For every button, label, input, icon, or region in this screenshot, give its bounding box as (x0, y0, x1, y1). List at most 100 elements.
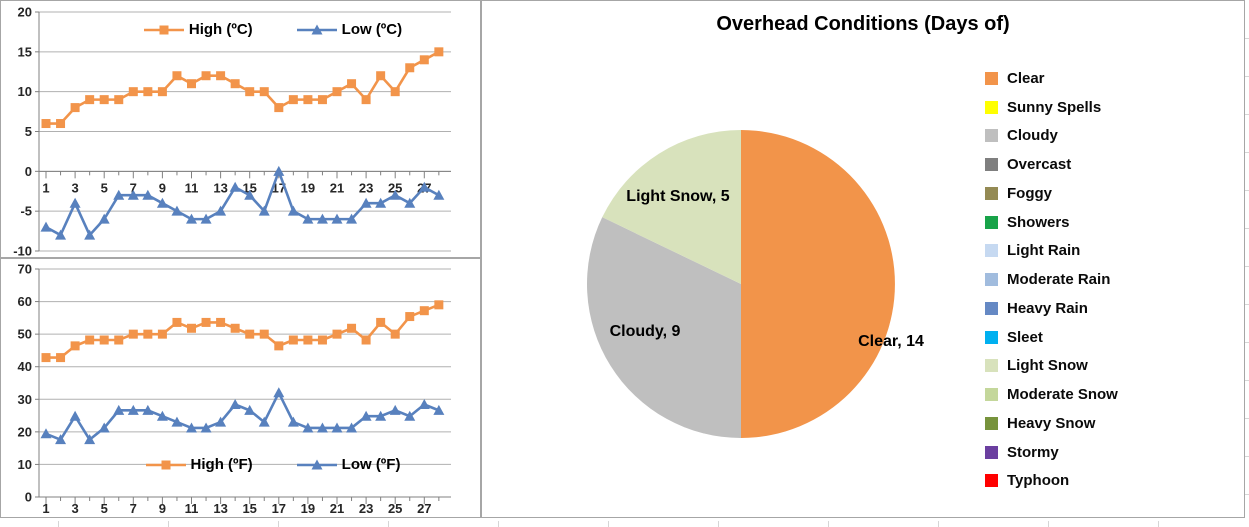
data-point-marker[interactable] (201, 71, 211, 81)
legend-item-light-snow[interactable]: Light Snow (985, 352, 1118, 381)
data-point-marker[interactable] (187, 79, 196, 89)
data-point-marker[interactable] (331, 213, 343, 224)
data-point-marker[interactable] (201, 317, 211, 327)
legend-item-stormy[interactable]: Stormy (985, 438, 1118, 467)
data-point-marker[interactable] (418, 181, 430, 192)
data-point-marker[interactable] (186, 213, 197, 224)
pie-slice-cloudy[interactable] (587, 217, 741, 438)
data-point-marker[interactable] (360, 197, 372, 208)
data-point-marker[interactable] (113, 404, 125, 415)
data-point-marker[interactable] (229, 181, 241, 192)
data-point-marker[interactable] (143, 329, 153, 339)
legend-item-sleet[interactable]: Sleet (985, 323, 1118, 352)
data-point-marker[interactable] (245, 87, 255, 97)
data-point-marker[interactable] (434, 47, 444, 57)
data-point-marker[interactable] (273, 387, 285, 398)
data-point-marker[interactable] (114, 335, 124, 345)
data-point-marker[interactable] (128, 87, 138, 97)
data-point-marker[interactable] (216, 71, 226, 81)
series-line[interactable] (46, 303, 440, 359)
data-point-marker[interactable] (127, 189, 139, 200)
data-point-marker[interactable] (332, 87, 342, 97)
data-point-marker[interactable] (142, 189, 154, 200)
data-point-marker[interactable] (405, 63, 415, 73)
data-point-marker[interactable] (84, 229, 96, 240)
data-point-marker[interactable] (389, 189, 401, 200)
data-point-marker[interactable] (405, 312, 415, 322)
legend-item-sunny-spells[interactable]: Sunny Spells (985, 93, 1118, 122)
fahrenheit-line-chart-panel[interactable]: 0 10 20 30 40 50 60 70 1 3 5 7 9 11 13 15 17 19 21 23 25 27 H… (0, 258, 481, 518)
data-point-marker[interactable] (287, 416, 299, 427)
data-point-marker[interactable] (317, 95, 327, 105)
data-point-marker[interactable] (156, 410, 168, 421)
legend-item-heavy-snow[interactable]: Heavy Snow (985, 409, 1118, 438)
data-point-marker[interactable] (376, 71, 386, 81)
data-point-marker[interactable] (99, 335, 109, 345)
data-point-marker[interactable] (361, 335, 371, 345)
data-point-marker[interactable] (56, 353, 66, 363)
data-point-marker[interactable] (347, 79, 357, 89)
legend-item-light-rain[interactable]: Light Rain (985, 237, 1118, 266)
data-point-marker[interactable] (360, 410, 372, 421)
legend-item-moderate-rain[interactable]: Moderate Rain (985, 265, 1118, 294)
data-point-marker[interactable] (419, 306, 429, 316)
data-point-marker[interactable] (303, 335, 313, 345)
legend-item-typhoon[interactable]: Typhoon (985, 467, 1118, 496)
data-point-marker[interactable] (332, 329, 342, 339)
legend-entry-low-c[interactable]: Low (ºC) (296, 21, 402, 38)
data-point-marker[interactable] (258, 205, 270, 216)
data-point-marker[interactable] (99, 95, 109, 105)
data-point-marker[interactable] (69, 197, 81, 208)
data-point-marker[interactable] (346, 213, 358, 224)
data-point-marker[interactable] (85, 335, 95, 345)
data-point-marker[interactable] (55, 229, 67, 240)
data-point-marker[interactable] (200, 422, 212, 433)
data-point-marker[interactable] (375, 410, 387, 421)
series-line[interactable] (45, 170, 440, 237)
legend-entry-high-c[interactable]: High (ºC) (143, 21, 253, 38)
data-point-marker[interactable] (56, 119, 66, 129)
data-point-marker[interactable] (186, 422, 197, 433)
legend-item-heavy-rain[interactable]: Heavy Rain (985, 294, 1118, 323)
celsius-line-chart-panel[interactable]: -10-50510152013579111315171921232527 Hig… (0, 0, 481, 258)
data-point-marker[interactable] (302, 213, 314, 224)
data-point-marker[interactable] (127, 404, 139, 415)
data-point-marker[interactable] (375, 197, 387, 208)
data-point-marker[interactable] (419, 55, 429, 65)
data-point-marker[interactable] (40, 221, 52, 232)
data-point-marker[interactable] (55, 434, 67, 445)
data-point-marker[interactable] (404, 197, 416, 208)
data-point-marker[interactable] (98, 422, 110, 433)
data-point-marker[interactable] (171, 416, 183, 427)
data-point-marker[interactable] (142, 404, 154, 415)
data-point-marker[interactable] (258, 416, 270, 427)
data-point-marker[interactable] (230, 323, 240, 333)
data-point-marker[interactable] (317, 335, 327, 345)
data-point-marker[interactable] (156, 197, 168, 208)
data-point-marker[interactable] (376, 317, 386, 327)
data-point-marker[interactable] (347, 323, 357, 333)
data-point-marker[interactable] (229, 398, 241, 409)
legend-item-foggy[interactable]: Foggy (985, 179, 1118, 208)
data-point-marker[interactable] (69, 410, 81, 421)
data-point-marker[interactable] (404, 410, 416, 421)
data-point-marker[interactable] (157, 87, 167, 97)
data-point-marker[interactable] (303, 95, 313, 105)
data-point-marker[interactable] (389, 404, 401, 415)
data-point-marker[interactable] (114, 95, 124, 105)
data-point-marker[interactable] (316, 213, 328, 224)
data-point-marker[interactable] (70, 103, 80, 113)
data-point-marker[interactable] (40, 428, 52, 439)
data-point-marker[interactable] (288, 335, 298, 345)
data-point-marker[interactable] (273, 165, 285, 176)
data-point-marker[interactable] (230, 79, 240, 89)
data-point-marker[interactable] (302, 422, 314, 433)
data-point-marker[interactable] (41, 119, 51, 129)
data-point-marker[interactable] (433, 404, 445, 415)
data-point-marker[interactable] (172, 71, 182, 81)
legend-item-moderate-snow[interactable]: Moderate Snow (985, 380, 1118, 409)
data-point-marker[interactable] (274, 103, 284, 113)
data-point-marker[interactable] (70, 341, 80, 351)
data-point-marker[interactable] (84, 434, 96, 445)
data-point-marker[interactable] (143, 87, 153, 97)
